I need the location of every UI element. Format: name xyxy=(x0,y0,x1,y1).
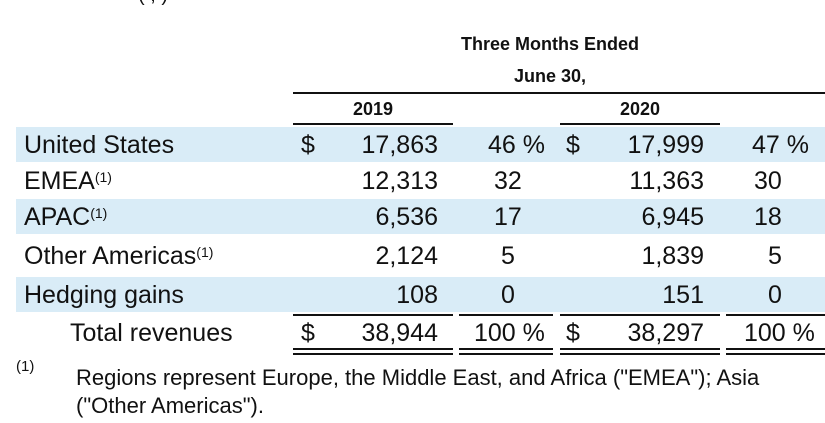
percent-2019: 5 xyxy=(501,242,515,270)
row-label: Other Americas(1) xyxy=(24,242,214,270)
year-2020-header: 2020 xyxy=(619,99,661,119)
amount-2020: 6,945 xyxy=(641,203,704,231)
partial-heading-text: ( , ) xyxy=(138,0,168,7)
row-label: EMEA(1) xyxy=(24,167,112,195)
footnote-marker: (1) xyxy=(16,358,35,375)
currency-2019: $ xyxy=(301,131,315,159)
amount-2019: 6,536 xyxy=(375,203,438,231)
percent-2020: 18 xyxy=(754,203,782,231)
total-double-rule-percent-2020 xyxy=(726,348,825,355)
percent-2020: 5 xyxy=(768,242,782,270)
row-label: United States xyxy=(24,131,175,159)
percent-2020: 0 xyxy=(768,281,782,309)
year-2020-rule xyxy=(560,123,720,125)
amount-2020: 17,999 xyxy=(627,131,704,159)
amount-2019: 108 xyxy=(396,281,438,309)
total-amount-2019: 38,944 xyxy=(361,319,438,347)
amount-2020: 1,839 xyxy=(641,242,704,270)
year-2019-rule xyxy=(293,123,453,125)
amount-2019: 12,313 xyxy=(361,167,438,195)
total-percent-2019: 100 % xyxy=(474,319,545,347)
footnote-line-2: ("Other Americas"). xyxy=(76,393,264,418)
total-label: Total revenues xyxy=(70,319,233,347)
row-label: APAC(1) xyxy=(24,203,108,231)
table-row-total-revenues: Total revenues $ 38,944 100 % $ 38,297 1… xyxy=(16,315,825,350)
percent-2019: 0 xyxy=(501,281,515,309)
currency-2020: $ xyxy=(566,131,580,159)
amount-2019: 2,124 xyxy=(375,242,438,270)
subtotal-rule-amount-2020 xyxy=(560,314,720,316)
percent-2019: 32 xyxy=(494,167,522,195)
footnote-line-1: Regions represent Europe, the Middle Eas… xyxy=(76,365,760,390)
year-2019-header: 2019 xyxy=(352,99,394,119)
subtotal-rule-amount-2019 xyxy=(293,314,453,316)
period-header-rule xyxy=(293,92,825,94)
amount-2019: 17,863 xyxy=(361,131,438,159)
subtotal-rule-percent-2020 xyxy=(726,314,825,316)
table-row-other-americas: Other Americas(1) 2,124 5 1,839 5 xyxy=(16,238,825,273)
row-label: Hedging gains xyxy=(24,281,184,309)
table-row-united-states: United States $ 17,863 46 % $ 17,999 47 … xyxy=(16,127,825,162)
amount-2020: 151 xyxy=(662,281,704,309)
percent-2019: 17 xyxy=(494,203,522,231)
percent-2019: 46 % xyxy=(488,131,545,159)
currency-2019: $ xyxy=(301,319,315,347)
currency-2020: $ xyxy=(566,319,580,347)
total-amount-2020: 38,297 xyxy=(627,319,704,347)
total-double-rule-amount-2019 xyxy=(293,348,453,355)
period-header-line2: June 30, xyxy=(513,66,587,86)
total-percent-2020: 100 % xyxy=(744,319,815,347)
period-header-line1: Three Months Ended xyxy=(460,34,639,54)
total-double-rule-percent-2019 xyxy=(459,348,553,355)
table-row-apac: APAC(1) 6,536 17 6,945 18 xyxy=(16,199,825,234)
total-double-rule-amount-2020 xyxy=(560,348,720,355)
percent-2020: 30 xyxy=(754,167,782,195)
table-row-hedging-gains: Hedging gains 108 0 151 0 xyxy=(16,277,825,312)
table-row-emea: EMEA(1) 12,313 32 11,363 30 xyxy=(16,163,825,198)
percent-2020: 47 % xyxy=(752,131,809,159)
amount-2020: 11,363 xyxy=(629,167,704,195)
subtotal-rule-percent-2019 xyxy=(459,314,553,316)
